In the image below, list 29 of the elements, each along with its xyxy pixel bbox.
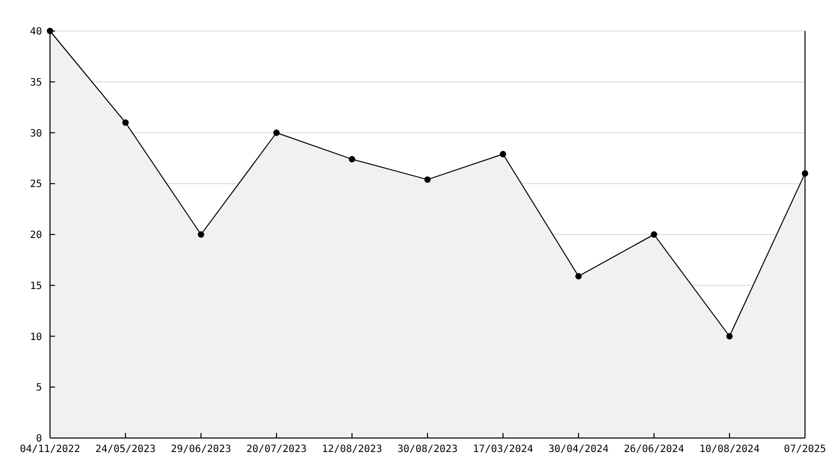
y-tick-label: 30 bbox=[30, 128, 42, 140]
x-tick-label: 07/2025 bbox=[784, 444, 826, 455]
y-tick-label: 20 bbox=[30, 230, 42, 241]
point bbox=[575, 273, 582, 280]
y-tick-label: 40 bbox=[30, 26, 42, 38]
x-tick-label: 10/08/2024 bbox=[699, 444, 760, 455]
x-tick-label: 17/03/2024 bbox=[472, 444, 534, 455]
x-tick-label: 26/06/2024 bbox=[624, 444, 684, 455]
point bbox=[726, 333, 733, 340]
x-tick-label: 24/05/2023 bbox=[95, 444, 156, 455]
point bbox=[198, 231, 204, 238]
x-tick-label: 29/06/2023 bbox=[170, 444, 232, 455]
x-tick-label: 20/07/2023 bbox=[246, 444, 307, 455]
x-tick-label: 30/08/2023 bbox=[397, 444, 458, 455]
point bbox=[122, 119, 129, 126]
point bbox=[650, 231, 658, 238]
y-tick-label: 25 bbox=[30, 179, 42, 190]
x-tick-label: 12/08/2023 bbox=[322, 444, 382, 455]
y-tick-label: 0 bbox=[36, 434, 42, 444]
point bbox=[500, 150, 506, 158]
y-tick-label: 15 bbox=[30, 280, 42, 292]
y-tick-label: 5 bbox=[36, 382, 42, 394]
point bbox=[424, 176, 431, 183]
point bbox=[273, 130, 280, 136]
x-tick-label: 30/04/2024 bbox=[548, 444, 609, 455]
point bbox=[348, 156, 356, 162]
y-tick-label: 35 bbox=[30, 77, 42, 88]
x-tick-label: 04/11/2022 bbox=[20, 444, 80, 455]
y-tick-label: 10 bbox=[30, 332, 42, 343]
